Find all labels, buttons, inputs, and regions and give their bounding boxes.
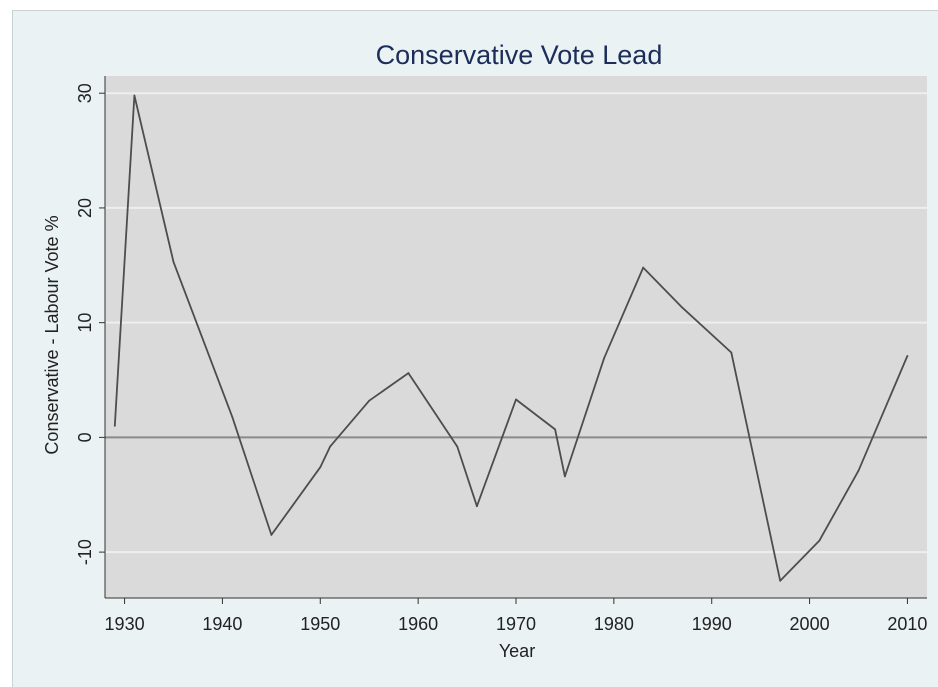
data-point [603, 357, 605, 360]
x-tick-label: 1950 [300, 614, 340, 634]
data-points [113, 94, 909, 582]
y-tick-label: 30 [75, 83, 95, 103]
x-tick-label: 2010 [887, 614, 927, 634]
gridlines [105, 92, 927, 554]
y-tick-label: -10 [75, 539, 95, 565]
data-point [133, 94, 136, 97]
chart-title: Conservative Vote Lead [376, 40, 663, 70]
data-point [818, 539, 821, 542]
y-tick-label: 20 [75, 198, 95, 218]
x-tick-label: 1980 [594, 614, 634, 634]
data-point [515, 398, 517, 401]
data-point [456, 445, 459, 448]
data-point [475, 505, 478, 508]
x-tick-label: 1930 [105, 614, 145, 634]
data-point [906, 355, 909, 357]
data-point [681, 306, 684, 309]
y-axis-ticks: -10 0 10 20 30 [75, 83, 105, 565]
x-tick-label: 1990 [692, 614, 732, 634]
data-point [329, 445, 331, 448]
y-tick-label: 10 [75, 313, 95, 333]
x-axis-ticks: 1930 1940 1950 1960 1970 1980 1990 2000 2010 [105, 598, 927, 634]
data-point [172, 260, 175, 263]
data-point [730, 351, 733, 354]
x-tick-label: 1960 [398, 614, 438, 634]
data-point [319, 466, 322, 469]
data-point [564, 475, 566, 478]
data-point [407, 372, 410, 375]
y-tick-label: 0 [75, 432, 95, 442]
data-point [857, 469, 860, 472]
plot-area [105, 76, 927, 598]
series-line [113, 94, 909, 582]
data-point [270, 534, 273, 536]
data-point [779, 579, 782, 582]
x-axis-title: Year [499, 641, 535, 661]
data-point [231, 415, 234, 418]
data-point [113, 425, 116, 427]
x-tick-label: 1970 [496, 614, 536, 634]
x-tick-label: 2000 [790, 614, 830, 634]
y-axis-title: Conservative - Labour Vote % [42, 215, 62, 454]
data-point [642, 266, 645, 269]
data-point [554, 428, 557, 431]
data-point [368, 399, 371, 402]
x-tick-label: 1940 [202, 614, 242, 634]
